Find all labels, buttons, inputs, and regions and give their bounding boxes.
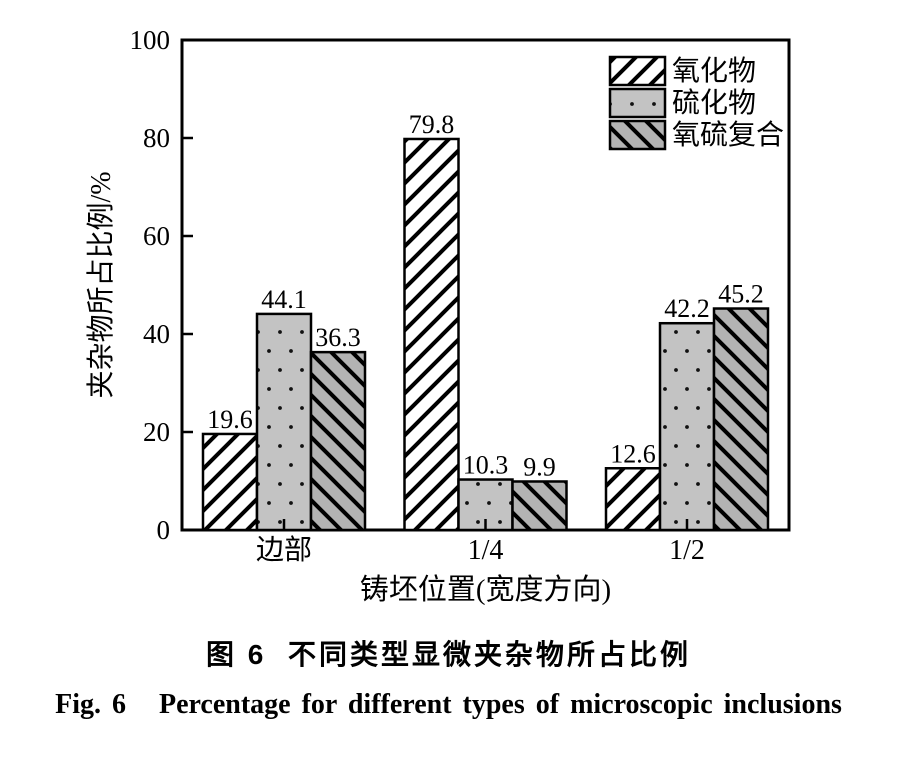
bar-氧化物-1/2 xyxy=(604,467,662,532)
bar-value-label: 44.1 xyxy=(261,285,307,314)
bar-氧硫复合-1/2 xyxy=(712,307,770,532)
bar-氧化物-1/4 xyxy=(403,137,460,532)
bar-氧硫复合-边部 xyxy=(309,350,367,532)
bar-value-label: 79.8 xyxy=(409,110,455,139)
y-tick-label: 100 xyxy=(130,25,171,55)
legend-label: 氧化物 xyxy=(672,55,756,87)
legend-label: 氧硫复合 xyxy=(672,119,784,151)
bar-value-label: 19.6 xyxy=(207,405,253,434)
x-category-label: 1/4 xyxy=(468,535,504,566)
y-tick-label: 60 xyxy=(143,221,170,251)
x-category-label: 边部 xyxy=(256,534,312,566)
y-tick-label: 80 xyxy=(143,123,170,153)
x-axis-title: 铸坯位置(宽度方向) xyxy=(360,573,611,606)
legend-swatch-氧化物 xyxy=(608,55,667,87)
figure-caption-english: Fig. 6 Percentage for different types of… xyxy=(55,689,842,720)
bar-value-label: 42.2 xyxy=(664,294,710,323)
legend-label: 硫化物 xyxy=(672,87,756,119)
y-tick-label: 0 xyxy=(157,515,171,545)
bar-氧硫复合-1/4 xyxy=(511,480,568,532)
y-tick-label: 40 xyxy=(143,319,170,349)
y-tick-label: 20 xyxy=(143,417,170,447)
bar-硫化物-1/2 xyxy=(658,321,716,532)
x-category-label: 1/2 xyxy=(669,535,705,566)
y-axis-title: 夹杂物所占比例/% xyxy=(85,171,117,398)
bar-value-label: 12.6 xyxy=(610,439,656,468)
bar-value-label: 10.3 xyxy=(463,451,509,480)
bar-chart: 0 20 40 60 80 100 夹杂物所占比例/% 19.6 44.1 36.3 边部 79.8 1… xyxy=(85,25,791,606)
bar-硫化物-边部 xyxy=(255,312,313,532)
bar-氧化物-边部 xyxy=(201,432,259,532)
figure-caption-chinese: 图 6 不同类型显微夹杂物所占比例 xyxy=(206,639,691,670)
bar-value-label: 9.9 xyxy=(523,452,556,481)
legend-swatch-氧硫复合 xyxy=(608,119,667,151)
legend-swatch-硫化物 xyxy=(608,87,667,119)
bar-value-label: 36.3 xyxy=(315,323,361,352)
bar-value-label: 45.2 xyxy=(718,280,764,309)
